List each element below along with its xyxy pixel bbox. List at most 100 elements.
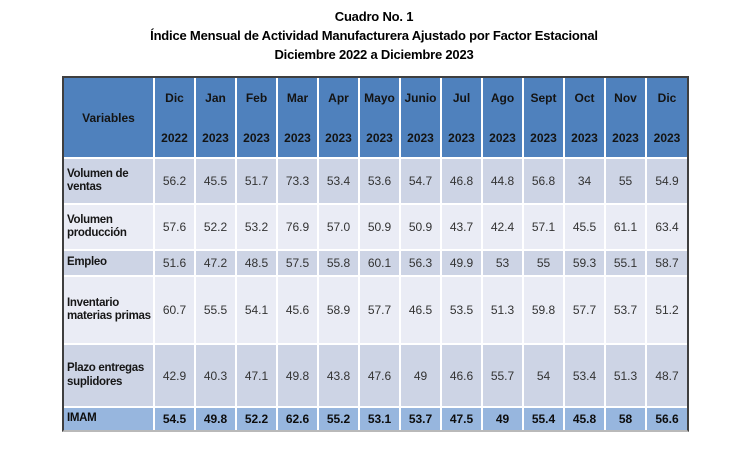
column-header-mayo-2023: Mayo 2023 — [359, 78, 401, 159]
column-header-sept-2023: Sept 2023 — [523, 78, 565, 159]
year-label: 2023 — [284, 130, 311, 145]
value-cell: 49.9 — [441, 250, 483, 277]
year-label: 2023 — [612, 130, 639, 145]
value-cell: 50.9 — [400, 204, 442, 251]
value-cell: 53.6 — [359, 158, 401, 205]
column-header-inner: Apr 2023 — [319, 91, 358, 145]
month-label: Mayo — [364, 90, 395, 105]
row-label: Inventario materias primas — [64, 276, 155, 345]
value-cell: 57.5 — [277, 250, 319, 277]
column-header-dic-2022: Dic 2022 — [154, 78, 196, 159]
value-cell: 76.9 — [277, 204, 319, 251]
value-cell: 53.1 — [359, 407, 401, 430]
row-label: Plazo entregas suplidores — [64, 344, 155, 408]
column-header-inner: Mayo 2023 — [360, 91, 399, 145]
column-header-dic-2023: Dic 2023 — [646, 78, 687, 159]
table-number-title: Cuadro No. 1 — [334, 9, 414, 24]
value-cell: 59.8 — [523, 276, 565, 345]
year-label: 2023 — [243, 130, 270, 145]
value-cell: 46.8 — [441, 158, 483, 205]
year-label: 2023 — [366, 130, 393, 145]
value-cell: 55.4 — [523, 407, 565, 430]
row-label: Empleo — [64, 250, 155, 277]
column-header-feb-2023: Feb 2023 — [236, 78, 278, 159]
value-cell: 45.5 — [195, 158, 237, 205]
value-cell: 48.7 — [646, 344, 687, 408]
table-row: Plazo entregas suplidores 42.9 40.3 47.1 49.… — [64, 344, 687, 408]
value-cell: 56.3 — [400, 250, 442, 277]
column-header-inner: Jan 2023 — [196, 91, 235, 145]
value-cell: 54 — [523, 344, 565, 408]
value-cell: 42.4 — [482, 204, 524, 251]
month-label: Mar — [286, 90, 309, 105]
column-header-oct-2023: Oct 2023 — [564, 78, 606, 159]
month-label: Apr — [328, 90, 349, 105]
month-label: Jan — [205, 90, 226, 105]
value-cell: 56.6 — [646, 407, 687, 430]
imam-table-frame: Variables Dic 2022 Jan 2023 Feb 2023 Mar 2023 Ap… — [62, 76, 689, 432]
value-cell: 51.3 — [482, 276, 524, 345]
row-label: Volumen de ventas — [64, 158, 155, 205]
table-period-subtitle: Diciembre 2022 a Diciembre 2023 — [274, 47, 474, 62]
value-cell: 47.5 — [441, 407, 483, 430]
value-cell: 55.5 — [195, 276, 237, 345]
table-row: Inventario materias primas 60.7 55.5 54.1 45… — [64, 276, 687, 345]
column-header-junio-2023: Junio 2023 — [400, 78, 442, 159]
value-cell: 57.7 — [564, 276, 606, 345]
value-cell: 50.9 — [359, 204, 401, 251]
column-header-inner: Ago 2023 — [483, 91, 522, 145]
value-cell: 53 — [482, 250, 524, 277]
page: { "title": { "line1": "Cuadro No. 1", "l… — [0, 7, 748, 476]
value-cell: 51.2 — [646, 276, 687, 345]
value-cell: 51.6 — [154, 250, 196, 277]
value-cell: 45.8 — [564, 407, 606, 430]
value-cell: 49.8 — [195, 407, 237, 430]
column-header-inner: Jul 2023 — [442, 91, 481, 145]
value-cell: 49.8 — [277, 344, 319, 408]
year-label: 2023 — [571, 130, 598, 145]
table-row: Volumen producción 57.6 52.2 53.2 76.9 57.0 50… — [64, 204, 687, 251]
value-cell: 55.8 — [318, 250, 360, 277]
value-cell: 49 — [482, 407, 524, 430]
value-cell: 34 — [564, 158, 606, 205]
month-label: Oct — [574, 90, 595, 105]
column-header-inner: Dic 2023 — [647, 91, 687, 145]
value-cell: 58.7 — [646, 250, 687, 277]
value-cell: 46.5 — [400, 276, 442, 345]
column-header-inner: Junio 2023 — [401, 91, 440, 145]
value-cell: 51.7 — [236, 158, 278, 205]
value-cell: 47.6 — [359, 344, 401, 408]
value-cell: 55 — [605, 158, 647, 205]
value-cell: 47.1 — [236, 344, 278, 408]
value-cell: 62.6 — [277, 407, 319, 430]
column-header-jul-2023: Jul 2023 — [441, 78, 483, 159]
value-cell: 55.2 — [318, 407, 360, 430]
value-cell: 43.7 — [441, 204, 483, 251]
row-label: Volumen producción — [64, 204, 155, 251]
year-label: 2023 — [530, 130, 557, 145]
year-label: 2023 — [325, 130, 352, 145]
value-cell: 40.3 — [195, 344, 237, 408]
header-row: Variables Dic 2022 Jan 2023 Feb 2023 Mar 2023 Ap… — [64, 78, 687, 159]
month-label: Junio — [404, 90, 437, 105]
year-label: 2023 — [202, 130, 229, 145]
table-body: Volumen de ventas 56.2 45.5 51.7 73.3 53.4 53.… — [64, 158, 687, 430]
row-label: IMAM — [64, 407, 155, 430]
value-cell: 46.6 — [441, 344, 483, 408]
value-cell: 57.1 — [523, 204, 565, 251]
value-cell: 54.9 — [646, 158, 687, 205]
year-label: 2023 — [448, 130, 475, 145]
column-header-nov-2023: Nov 2023 — [605, 78, 647, 159]
column-header-inner: Feb 2023 — [237, 91, 276, 145]
value-cell: 54.7 — [400, 158, 442, 205]
value-cell: 56.2 — [154, 158, 196, 205]
value-cell: 57.7 — [359, 276, 401, 345]
value-cell: 53.7 — [605, 276, 647, 345]
value-cell: 56.8 — [523, 158, 565, 205]
month-label: Dic — [657, 90, 677, 105]
value-cell: 54.1 — [236, 276, 278, 345]
value-cell: 53.4 — [564, 344, 606, 408]
month-label: Jul — [452, 90, 471, 105]
value-cell: 54.5 — [154, 407, 196, 430]
column-header-inner: Dic 2022 — [155, 91, 194, 145]
